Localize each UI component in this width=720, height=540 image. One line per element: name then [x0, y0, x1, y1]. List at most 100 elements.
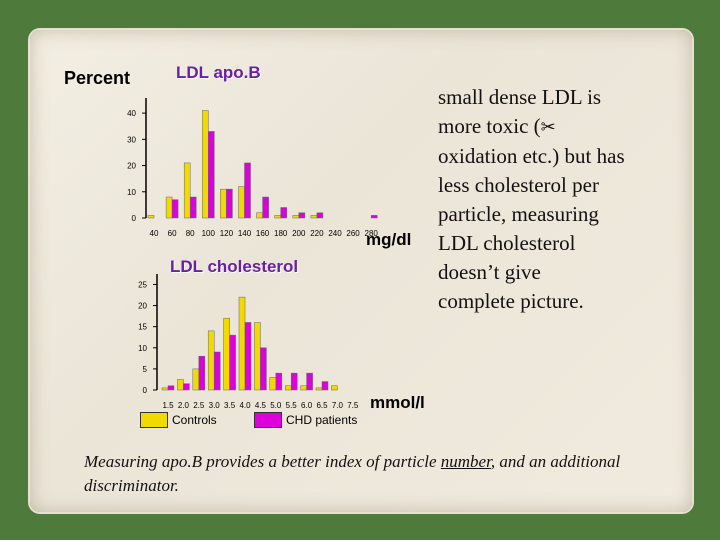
legend-item-chd: CHD patients: [254, 412, 357, 428]
scissors-icon: ✂: [540, 117, 556, 138]
chart1-y-tick-label: 40: [127, 109, 136, 118]
side-line-2: more toxic (✂: [438, 112, 678, 142]
chart2-x-tick-label: 1.5: [162, 401, 174, 410]
legend-swatch-controls: [140, 412, 168, 428]
chart1-x-tick-label: 120: [220, 229, 234, 238]
chart1-bar-chd: [226, 188, 233, 219]
chart2-bar-chd: [275, 372, 283, 391]
paper-background: [30, 30, 692, 512]
chart1-bar-chd: [171, 199, 179, 219]
chart2-x-tick-label: 6.5: [316, 401, 328, 410]
chart2-bar-chd: [244, 322, 252, 391]
chart2-x-tick-label: 2.0: [178, 401, 190, 410]
chart2-y-tick-label: 25: [138, 280, 147, 289]
chart1-y-tick-label: 30: [127, 135, 136, 144]
chart-title-apob: LDL apo.B: [176, 63, 261, 82]
legend-item-controls: Controls: [140, 412, 217, 428]
chart2-x-tick-label: 2.5: [193, 401, 205, 410]
chart1-x-tick-label: 100: [202, 229, 216, 238]
chart1-bar-controls: [183, 162, 191, 219]
chart2-x-tick-label: 5.5: [286, 401, 298, 410]
chart2-bar-controls: [284, 385, 292, 391]
chart2-y-tick-label: 5: [143, 365, 148, 374]
chart2-bar-controls: [161, 387, 169, 391]
chart2-y-tick-label: 10: [138, 344, 147, 353]
chart2-y-tick-label: 15: [138, 323, 147, 332]
side-line-3: oxidation etc.) but has: [438, 144, 625, 168]
chart1-bar-controls: [147, 215, 155, 219]
chart1-x-tick-label: 240: [328, 229, 342, 238]
chart1-bar-chd: [316, 212, 324, 219]
side-line-6: LDL cholesterol: [438, 231, 576, 255]
chart2-x-tick-label: 3.5: [224, 401, 236, 410]
chart2-bar-controls: [177, 379, 184, 391]
chart2-bar-chd: [213, 351, 221, 391]
chart1-bar-controls: [292, 215, 300, 219]
chart2-bar-chd: [198, 355, 206, 391]
chart2-bar-chd: [321, 381, 329, 391]
chart2-y-tick-label: 0: [143, 386, 148, 395]
chart2-bar-controls: [269, 377, 277, 391]
chart2-bar-chd: [290, 372, 298, 391]
chart1-x-tick-label: 220: [310, 229, 324, 238]
chart2-x-tick-label: 6.0: [301, 401, 313, 410]
chart1-bar-controls: [238, 186, 245, 219]
side-line-2-text: more toxic (: [438, 114, 541, 138]
chart1-x-tick-label: 280: [365, 229, 379, 238]
chart2-y-tick-label: 20: [138, 302, 147, 311]
chart2-bar-controls: [238, 296, 246, 391]
chart1-bar-controls: [220, 188, 227, 219]
side-commentary: small dense LDL is more toxic (✂ oxidati…: [438, 83, 678, 316]
side-line-5: particle, measuring: [438, 202, 599, 226]
chart1-bar-chd: [244, 162, 251, 219]
chart1-bar-chd: [262, 196, 269, 219]
chart1-x-tick-label: 140: [238, 229, 252, 238]
chart-title-ldl-cholesterol: LDL cholesterol: [170, 257, 299, 276]
chart1-y-tick-label: 0: [132, 214, 137, 223]
chart1-bar-chd: [208, 131, 215, 219]
legend-label-chd: CHD patients: [286, 413, 358, 427]
chart2-bar-chd: [260, 347, 267, 391]
chart1-x-tick-label: 40: [150, 229, 159, 238]
chart2-bar-controls: [192, 368, 200, 391]
chart2-bar-chd: [167, 385, 175, 391]
chart2-bar-chd: [229, 334, 236, 391]
x-axis-unit-top: mg/dl: [366, 230, 412, 249]
chart2-bar-controls: [223, 317, 230, 391]
legend-swatch-chd: [254, 412, 282, 428]
x-axis-unit-bottom: mmol/l: [370, 393, 425, 412]
note-underlined: number: [440, 452, 491, 471]
chart1-x-tick-label: 80: [186, 229, 195, 238]
chart1-x-tick-label: 260: [346, 229, 360, 238]
chart2-bar-controls: [207, 330, 215, 391]
chart1-x-tick-label: 60: [168, 229, 177, 238]
chart2-x-tick-label: 7.0: [332, 401, 344, 410]
chart2-x-tick-label: 3.0: [209, 401, 221, 410]
note-text-before: Measuring apo.B provides a better index …: [84, 452, 441, 471]
chart1-bar-chd: [280, 207, 287, 219]
chart1-x-tick-label: 180: [274, 229, 288, 238]
chart1-bar-controls: [310, 215, 318, 219]
chart2-bar-controls: [315, 387, 323, 391]
chart1-bar-controls: [274, 215, 281, 219]
side-line-7: doesn’t give: [438, 260, 541, 284]
chart1-bar-controls: [202, 110, 209, 219]
y-axis-label: Percent: [64, 68, 131, 88]
chart2-x-tick-label: 7.5: [347, 401, 359, 410]
side-line-4: less cholesterol per: [438, 173, 599, 197]
chart1-bar-chd: [370, 215, 378, 219]
side-line-1: small dense LDL is: [438, 85, 602, 109]
chart2-x-tick-label: 4.5: [255, 401, 267, 410]
chart1-bar-chd: [189, 196, 197, 219]
chart2-x-tick-label: 4.0: [239, 401, 251, 410]
chart1-x-tick-label: 160: [256, 229, 270, 238]
side-line-8: complete picture.: [438, 289, 584, 313]
chart1-x-tick-label: 200: [292, 229, 306, 238]
chart1-bar-controls: [256, 212, 263, 219]
chart2-bar-chd: [306, 372, 313, 391]
chart2-x-tick-label: 5.0: [270, 401, 282, 410]
chart1-bar-controls: [165, 196, 173, 219]
chart2-bar-controls: [300, 385, 307, 391]
